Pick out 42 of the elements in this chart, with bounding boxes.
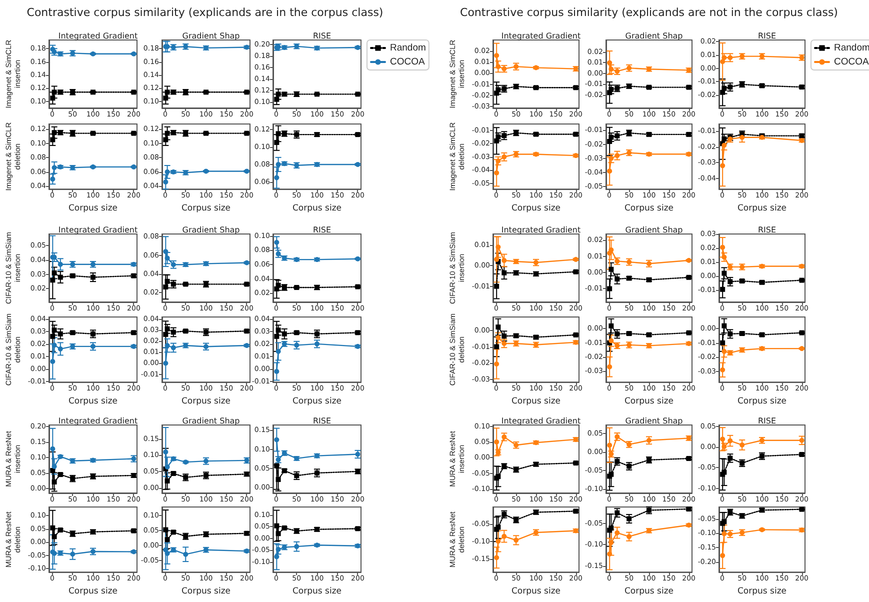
text: Contrastive corpus similarity (explicands are in the corpus class) (26, 6, 384, 19)
x-axis-title: Corpus size (292, 204, 342, 214)
chart-title: Gradient Shap (625, 32, 683, 40)
chart-title: Integrated Gradient (58, 32, 138, 40)
text: Contrastive corpus similarity (explicands are not in the corpus class) (459, 6, 839, 19)
chart-title: RISE (758, 32, 776, 40)
chart-title: RISE (312, 32, 332, 40)
chart-title: Gradient Shap (625, 416, 683, 426)
chart-title: Integrated Gradient (501, 32, 581, 40)
legend-label: COCOA (834, 56, 869, 68)
x-axis-title: Corpus size (68, 586, 118, 596)
x-axis-title: Corpus size (181, 586, 231, 596)
x-axis-title: Corpus size (624, 396, 674, 406)
chart-title: RISE (312, 226, 332, 234)
x-axis-title: Corpus size (624, 204, 674, 214)
x-axis-title: Corpus size (737, 204, 787, 214)
chart-title: Gradient Shap (182, 416, 240, 426)
chart-title: Integrated Gradient (58, 226, 138, 234)
chart-title: Gradient Shap (182, 226, 240, 234)
chart-title: RISE (312, 416, 332, 426)
chart-title: Integrated Gradient (58, 416, 138, 426)
x-axis-title: Corpus size (292, 396, 342, 406)
legend-label: COCOA (390, 56, 426, 68)
chart-title: Gradient Shap (182, 32, 240, 40)
x-axis-title: Corpus size (511, 586, 561, 596)
chart-title: RISE (758, 226, 776, 234)
x-axis-title: Corpus size (737, 586, 787, 596)
legend-label: Random (390, 42, 426, 54)
x-axis-title: Corpus size (68, 396, 118, 406)
chart-title: Integrated Gradient (501, 226, 581, 234)
x-axis-title: Corpus size (68, 204, 118, 214)
x-axis-title: Corpus size (624, 586, 674, 596)
chart-title: Gradient Shap (625, 226, 683, 234)
x-axis-title: Corpus size (511, 396, 561, 406)
x-axis-title: Corpus size (292, 586, 342, 596)
x-axis-title: Corpus size (181, 204, 231, 214)
x-axis-title: Corpus size (511, 204, 561, 214)
x-axis-title: Corpus size (737, 396, 787, 406)
chart-title: RISE (758, 416, 776, 426)
x-axis-title: Corpus size (181, 396, 231, 406)
chart-title: Integrated Gradient (501, 416, 581, 426)
legend-label: Random (834, 42, 869, 54)
